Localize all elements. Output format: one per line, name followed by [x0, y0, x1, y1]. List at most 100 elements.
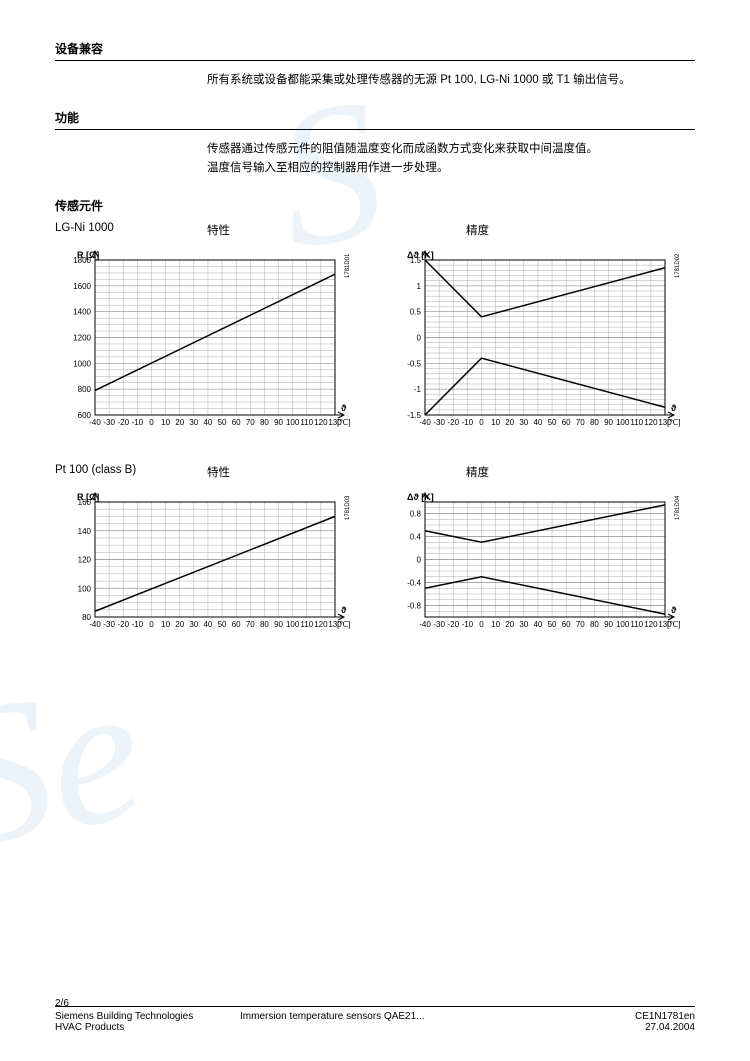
svg-text:1781D01: 1781D01 [345, 253, 351, 278]
svg-text:50: 50 [548, 620, 557, 629]
svg-text:120: 120 [314, 418, 328, 427]
svg-text:0.4: 0.4 [410, 533, 422, 542]
svg-text:90: 90 [604, 418, 613, 427]
svg-text:40: 40 [203, 620, 212, 629]
svg-text:90: 90 [604, 620, 613, 629]
svg-text:1781D04: 1781D04 [675, 495, 681, 520]
svg-text:1781D02: 1781D02 [675, 253, 681, 278]
section-header-compat: 设备兼容 [55, 40, 695, 61]
svg-text:80: 80 [260, 620, 269, 629]
svg-text:30: 30 [189, 620, 198, 629]
pt100-prec-label: 精度 [466, 464, 695, 480]
svg-text:0: 0 [149, 620, 154, 629]
svg-text:10: 10 [161, 620, 170, 629]
lgni-charts: 60080010001200140016001800-40-30-20-1001… [55, 242, 695, 442]
svg-text:-20: -20 [117, 418, 129, 427]
svg-text:90: 90 [274, 418, 283, 427]
svg-text:140: 140 [78, 527, 92, 536]
svg-text:60: 60 [232, 620, 241, 629]
svg-text:-40: -40 [89, 418, 101, 427]
svg-text:ϑ: ϑ [671, 605, 677, 615]
section-body-function: 传感器通过传感元件的阻值随温度变化而成函数方式变化来获取中间温度值。 温度信号输… [207, 140, 695, 177]
svg-text:0.5: 0.5 [410, 308, 422, 317]
svg-text:30: 30 [189, 418, 198, 427]
svg-text:-10: -10 [132, 620, 144, 629]
svg-text:50: 50 [218, 620, 227, 629]
svg-text:-0.5: -0.5 [407, 360, 421, 369]
subsection-element: 传感元件 [55, 197, 695, 214]
svg-text:70: 70 [246, 620, 255, 629]
lgni-precision-chart: -1.5-1-0.500.511.5-40-30-20-100102030405… [385, 242, 685, 442]
svg-text:[℃]: [℃] [667, 418, 680, 427]
svg-text:110: 110 [300, 620, 313, 629]
svg-text:0: 0 [479, 418, 484, 427]
footer-left1: Siemens Building Technologies [55, 1011, 193, 1022]
lgni-char-label: 特性 [207, 222, 436, 238]
svg-text:40: 40 [533, 418, 542, 427]
pt100-characteristic-chart: 80100120140160-40-30-20-1001020304050607… [55, 484, 355, 644]
svg-text:-30: -30 [103, 418, 115, 427]
svg-text:0: 0 [417, 334, 422, 343]
pt100-char-label: 特性 [207, 464, 436, 480]
svg-text:20: 20 [175, 418, 184, 427]
svg-text:Δϑ [K]: Δϑ [K] [407, 492, 434, 502]
lgni-characteristic-chart: 60080010001200140016001800-40-30-20-1001… [55, 242, 355, 442]
svg-text:ϑ: ϑ [671, 403, 677, 413]
lgni-prec-label: 精度 [466, 222, 695, 238]
pt100-title-row: Pt 100 (class B) 特性 精度 [55, 464, 695, 480]
svg-text:-30: -30 [433, 620, 445, 629]
svg-text:-0.4: -0.4 [407, 579, 421, 588]
lgni-title-row: LG-Ni 1000 特性 精度 [55, 222, 695, 238]
svg-text:60: 60 [562, 620, 571, 629]
svg-text:50: 50 [218, 418, 227, 427]
svg-text:-40: -40 [419, 620, 431, 629]
svg-text:80: 80 [260, 418, 269, 427]
svg-text:-0.8: -0.8 [407, 602, 421, 611]
svg-text:[℃]: [℃] [667, 620, 680, 629]
svg-text:60: 60 [232, 418, 241, 427]
svg-text:20: 20 [505, 418, 514, 427]
svg-text:30: 30 [519, 620, 528, 629]
svg-text:100: 100 [78, 584, 92, 593]
func-line1: 传感器通过传感元件的阻值随温度变化而成函数方式变化来获取中间温度值。 [207, 143, 598, 155]
svg-text:-30: -30 [103, 620, 115, 629]
svg-text:30: 30 [519, 418, 528, 427]
svg-text:10: 10 [491, 620, 500, 629]
svg-text:-1: -1 [414, 385, 422, 394]
svg-text:40: 40 [533, 620, 542, 629]
svg-text:100: 100 [616, 418, 630, 427]
watermark: Se [0, 635, 157, 893]
svg-text:800: 800 [78, 385, 92, 394]
svg-text:20: 20 [505, 620, 514, 629]
svg-text:70: 70 [246, 418, 255, 427]
svg-text:-10: -10 [132, 418, 144, 427]
svg-text:R [Ω]: R [Ω] [77, 250, 99, 260]
svg-text:120: 120 [644, 418, 658, 427]
lgni-name: LG-Ni 1000 [55, 222, 207, 238]
footer-center: Immersion temperature sensors QAE21... [240, 1011, 425, 1022]
func-line2: 温度信号输入至相应的控制器用作进一步处理。 [207, 162, 449, 174]
svg-text:60: 60 [562, 418, 571, 427]
svg-text:R [Ω]: R [Ω] [77, 492, 99, 502]
svg-text:70: 70 [576, 620, 585, 629]
svg-text:-20: -20 [447, 620, 459, 629]
svg-text:20: 20 [175, 620, 184, 629]
svg-text:120: 120 [78, 556, 92, 565]
svg-text:-10: -10 [462, 620, 474, 629]
svg-text:1781D03: 1781D03 [345, 495, 351, 520]
page-content: 设备兼容 所有系统或设备都能采集或处理传感器的无源 Pt 100, LG-Ni … [0, 0, 750, 644]
svg-text:80: 80 [590, 418, 599, 427]
svg-text:110: 110 [630, 418, 643, 427]
svg-text:10: 10 [161, 418, 170, 427]
svg-text:-10: -10 [462, 418, 474, 427]
footer-right1: CE1N1781en [635, 1011, 695, 1022]
svg-text:Δϑ [K]: Δϑ [K] [407, 250, 434, 260]
svg-text:-30: -30 [433, 418, 445, 427]
pt100-name: Pt 100 (class B) [55, 464, 207, 480]
svg-text:-40: -40 [89, 620, 101, 629]
svg-text:50: 50 [548, 418, 557, 427]
svg-text:0: 0 [417, 556, 422, 565]
svg-text:80: 80 [590, 620, 599, 629]
svg-text:-20: -20 [117, 620, 129, 629]
svg-text:120: 120 [644, 620, 658, 629]
